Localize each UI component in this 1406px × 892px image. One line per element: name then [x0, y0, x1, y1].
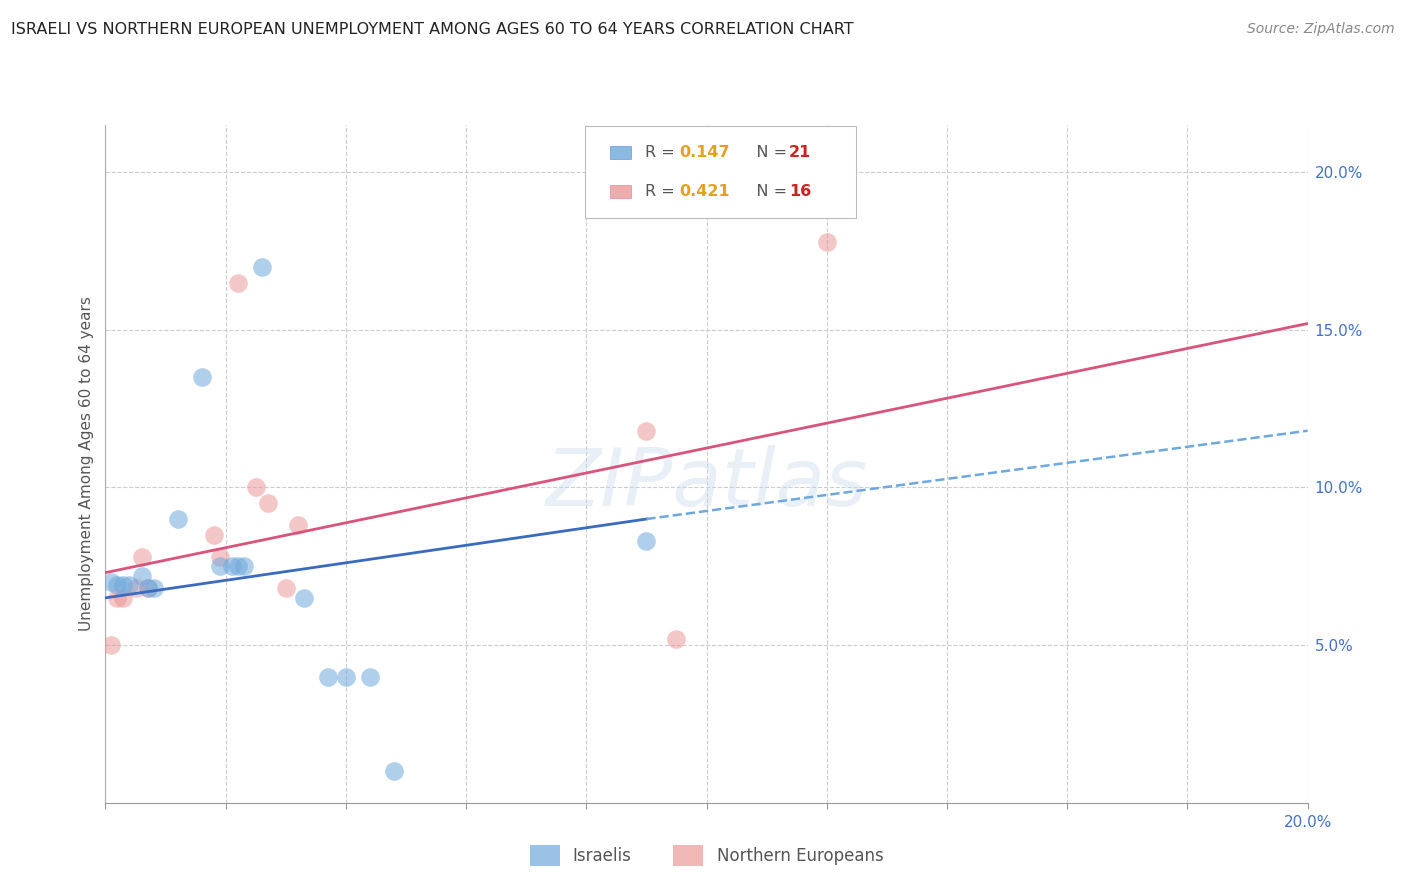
Point [166, 512, 188, 526]
Text: ZIPatlas: ZIPatlas [546, 445, 868, 524]
Point [112, 578, 135, 592]
Point [107, 591, 129, 605]
Point [359, 670, 381, 684]
Text: R =: R = [645, 145, 681, 160]
Point [245, 481, 267, 495]
Point [131, 549, 153, 564]
Point [335, 670, 357, 684]
Point [208, 559, 231, 574]
Point [665, 632, 688, 646]
Point [112, 591, 135, 605]
Text: 21: 21 [789, 145, 811, 160]
Point [250, 260, 273, 274]
Point [142, 582, 165, 596]
Text: N =: N = [741, 145, 792, 160]
Point [316, 670, 339, 684]
Text: 0.147: 0.147 [679, 145, 730, 160]
Point [636, 534, 658, 549]
Point [274, 582, 297, 596]
Point [107, 578, 129, 592]
Point [815, 235, 838, 249]
Point [382, 764, 405, 779]
Point [100, 575, 122, 590]
Text: ISRAELI VS NORTHERN EUROPEAN UNEMPLOYMENT AMONG AGES 60 TO 64 YEARS CORRELATION : ISRAELI VS NORTHERN EUROPEAN UNEMPLOYMEN… [11, 22, 853, 37]
Point [221, 559, 243, 574]
Point [226, 559, 249, 574]
Point [208, 549, 231, 564]
Text: N =: N = [741, 184, 792, 199]
Point [100, 638, 122, 652]
Point [136, 582, 159, 596]
Point [124, 582, 146, 596]
Point [190, 370, 212, 384]
Point [292, 591, 315, 605]
Text: 0.421: 0.421 [679, 184, 730, 199]
Point [232, 559, 254, 574]
Point [226, 276, 249, 290]
Text: 16: 16 [789, 184, 811, 199]
Point [202, 528, 225, 542]
Point [636, 424, 658, 438]
Text: Source: ZipAtlas.com: Source: ZipAtlas.com [1247, 22, 1395, 37]
Point [136, 582, 159, 596]
Point [118, 578, 141, 592]
Text: R =: R = [645, 184, 681, 199]
Legend: Israelis, Northern Europeans: Israelis, Northern Europeans [523, 838, 890, 872]
Point [131, 568, 153, 582]
Y-axis label: Unemployment Among Ages 60 to 64 years: Unemployment Among Ages 60 to 64 years [79, 296, 94, 632]
Point [256, 496, 278, 510]
Point [287, 518, 309, 533]
